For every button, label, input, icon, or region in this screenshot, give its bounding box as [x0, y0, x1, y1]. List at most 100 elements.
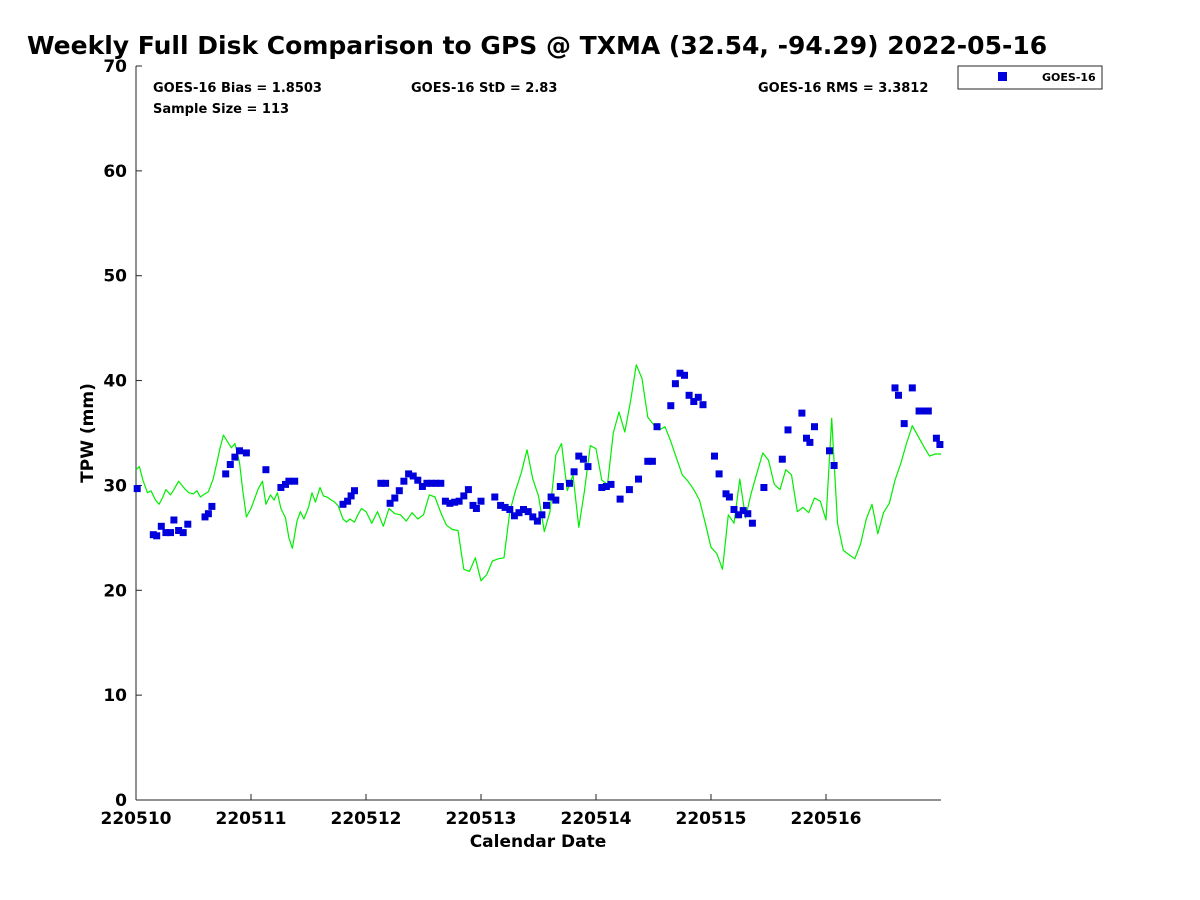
goes-point: [625, 486, 633, 494]
goes-series: [133, 369, 944, 540]
goes-point: [671, 380, 679, 388]
goes-point: [477, 497, 485, 505]
goes-point: [175, 527, 183, 534]
goes-point: [423, 479, 431, 487]
goes-point: [344, 497, 352, 505]
x-tick-label: 220511: [216, 809, 287, 829]
std-stat: GOES-16 StD = 2.83: [411, 81, 557, 96]
goes-point: [455, 497, 463, 505]
goes-point: [920, 407, 928, 415]
goes-point: [744, 510, 752, 518]
goes-point: [915, 407, 923, 415]
goes-point: [208, 502, 216, 510]
goes-point: [575, 452, 583, 460]
goes-point: [242, 449, 250, 457]
y-axis-label: TPW (mm): [78, 383, 98, 483]
goes-point: [179, 529, 187, 537]
goes-point: [347, 492, 355, 500]
x-axis-ticks: 220510 220511 220512 220513 220514 220515 2205…: [101, 794, 861, 829]
goes-point: [377, 479, 385, 487]
x-tick-label: 220512: [331, 809, 402, 829]
goes-point: [900, 420, 908, 428]
goes-point: [798, 409, 806, 417]
goes-point: [418, 483, 426, 490]
goes-point: [778, 455, 786, 463]
goes-point: [204, 510, 212, 518]
goes-point: [184, 520, 192, 528]
goes-point: [667, 402, 675, 410]
y-tick-label: 70: [103, 57, 127, 77]
goes-point: [382, 479, 390, 487]
goes-point: [391, 494, 399, 502]
goes-point: [908, 384, 916, 392]
goes-point: [936, 441, 944, 448]
goes-point: [932, 434, 940, 442]
goes-point: [515, 509, 523, 517]
goes-point: [400, 477, 408, 485]
goes-point: [584, 463, 592, 471]
goes-point: [653, 423, 661, 431]
y-tick-label: 30: [103, 476, 127, 496]
goes-point: [806, 438, 814, 446]
goes-point: [262, 466, 270, 474]
goes-point: [446, 499, 454, 507]
goes-point: [167, 529, 174, 537]
legend: GOES-16: [957, 65, 1103, 90]
goes-point: [464, 486, 472, 494]
goes-point: [547, 493, 555, 501]
goes-point: [739, 507, 747, 515]
goes-point: [676, 369, 684, 377]
goes-point: [570, 468, 578, 476]
goes-point: [437, 479, 445, 487]
y-tick-label: 50: [103, 267, 127, 287]
goes-point: [607, 480, 615, 488]
goes-point: [616, 495, 624, 503]
goes-point: [409, 472, 417, 480]
goes-point: [566, 479, 573, 487]
y-tick-label: 40: [103, 372, 127, 392]
goes-point: [472, 505, 480, 512]
goes-point: [428, 479, 435, 487]
goes-point: [895, 391, 902, 399]
goes-point: [395, 487, 403, 495]
goes-point: [725, 493, 733, 501]
goes-point: [644, 457, 652, 465]
goes-point: [351, 487, 358, 495]
goes-point: [133, 485, 141, 493]
goes-point: [830, 462, 838, 469]
goes-point: [529, 513, 537, 521]
goes-point: [685, 391, 693, 399]
chart-title: Weekly Full Disk Comparison to GPS @ TXM…: [27, 31, 1047, 60]
goes-point: [497, 501, 505, 509]
y-tick-label: 60: [103, 162, 127, 182]
x-axis-label: Calendar Date: [470, 832, 607, 852]
goes-point: [226, 461, 234, 468]
goes-point: [552, 496, 560, 504]
x-tick-label: 220510: [101, 809, 172, 829]
goes-point: [690, 398, 698, 405]
y-axis-ticks: 0 10 20 30 40 50 60 70: [103, 57, 142, 811]
goes-point: [162, 529, 170, 537]
goes-point: [730, 506, 738, 513]
y-tick-label: 20: [103, 581, 127, 601]
goes-point: [157, 522, 165, 530]
goes-point: [533, 517, 541, 525]
goes-point: [491, 493, 499, 501]
goes-point: [579, 455, 587, 463]
goes-point: [506, 506, 514, 513]
sample-size-stat: Sample Size = 113: [153, 102, 289, 117]
goes-point: [451, 498, 459, 506]
legend-label: GOES-16: [1042, 71, 1096, 84]
goes-point: [520, 506, 527, 513]
goes-point: [891, 384, 899, 392]
goes-point: [231, 453, 239, 461]
goes-point: [598, 484, 606, 491]
goes-point: [460, 492, 468, 500]
x-tick-label: 220513: [446, 809, 517, 829]
goes-point: [222, 470, 230, 478]
goes-point: [277, 484, 285, 491]
goes-point: [524, 508, 532, 516]
legend-box: [957, 65, 1103, 90]
goes-point: [748, 519, 756, 527]
